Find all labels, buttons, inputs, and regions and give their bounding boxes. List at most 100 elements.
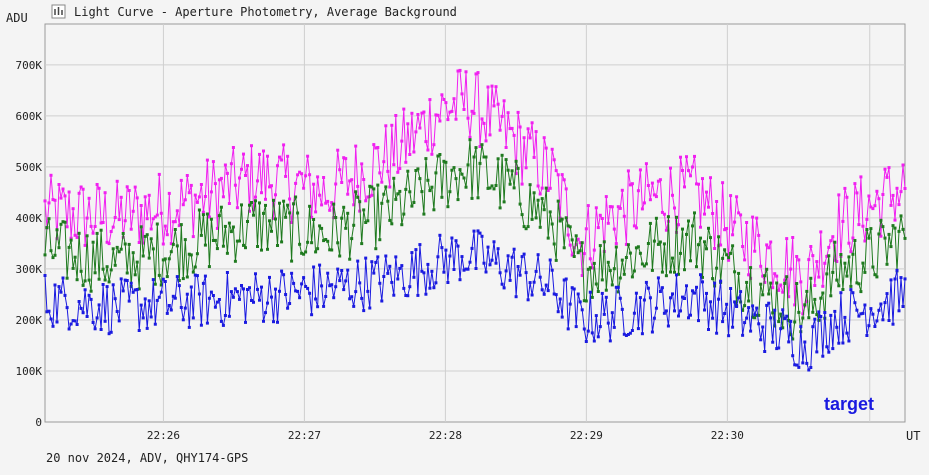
data-point: [141, 241, 145, 245]
data-point: [903, 187, 907, 190]
data-point: [634, 226, 638, 230]
data-point: [125, 279, 129, 282]
data-point: [418, 243, 422, 247]
data-point: [546, 289, 550, 293]
data-point: [859, 175, 863, 179]
data-point: [693, 211, 696, 215]
data-point: [781, 326, 785, 330]
data-point: [400, 139, 404, 143]
data-point: [558, 219, 562, 223]
data-point: [454, 177, 458, 181]
data-point: [540, 186, 544, 190]
data-point: [877, 197, 881, 201]
data-point: [514, 295, 518, 299]
data-point: [294, 289, 298, 293]
data-point: [324, 238, 328, 241]
data-point: [606, 260, 610, 264]
data-point: [117, 218, 121, 222]
data-point: [460, 255, 464, 259]
data-point: [350, 237, 354, 241]
data-point: [250, 299, 253, 302]
data-point: [496, 102, 500, 106]
data-point: [404, 187, 408, 191]
data-point: [598, 213, 602, 217]
data-point: [227, 202, 231, 205]
data-point: [320, 226, 324, 230]
data-point: [482, 261, 486, 265]
data-point: [99, 228, 103, 232]
data-point: [524, 166, 528, 170]
data-point: [815, 260, 819, 264]
data-point: [697, 182, 700, 186]
series-line: [44, 229, 906, 372]
data-point: [644, 162, 648, 166]
data-point: [235, 239, 239, 243]
data-point: [101, 221, 105, 224]
data-point: [644, 280, 648, 284]
data-point: [815, 350, 819, 354]
data-point: [360, 242, 364, 246]
data-point: [181, 277, 185, 281]
data-point: [238, 297, 241, 301]
data-point: [488, 186, 492, 190]
data-point: [111, 225, 115, 229]
data-point: [43, 199, 47, 203]
data-point: [456, 69, 460, 73]
data-point: [270, 184, 273, 188]
data-point: [498, 128, 502, 132]
data-point: [422, 212, 426, 216]
data-point: [492, 104, 496, 108]
data-point: [853, 182, 857, 186]
data-point: [642, 264, 646, 268]
data-point: [877, 232, 881, 236]
data-point: [452, 97, 456, 101]
data-point: [566, 224, 570, 228]
data-point: [57, 285, 61, 289]
data-point: [181, 318, 185, 322]
data-point: [260, 191, 263, 195]
data-point: [859, 312, 863, 316]
data-point: [400, 223, 404, 227]
data-point: [65, 276, 69, 280]
data-point: [606, 321, 610, 325]
data-point: [352, 304, 356, 308]
data-point: [608, 269, 612, 273]
data-point: [213, 238, 217, 242]
data-point: [805, 361, 809, 365]
data-point: [731, 244, 735, 248]
data-point: [223, 224, 227, 228]
legend-entry-target: target: [824, 394, 874, 414]
data-point: [829, 294, 833, 298]
data-point: [735, 195, 739, 199]
data-point: [628, 251, 632, 255]
data-point: [428, 286, 432, 290]
data-point: [73, 255, 77, 259]
data-point: [691, 289, 694, 293]
data-point: [681, 227, 684, 231]
data-point: [209, 217, 213, 221]
data-point: [227, 221, 231, 225]
data-point: [235, 290, 239, 294]
data-point: [91, 321, 95, 324]
data-point: [765, 303, 769, 307]
data-point: [171, 294, 175, 298]
data-point: [550, 222, 554, 226]
data-point: [203, 243, 207, 247]
data-point: [807, 368, 811, 372]
data-point: [129, 227, 133, 231]
data-point: [454, 117, 458, 121]
data-point: [424, 157, 428, 161]
data-point: [344, 279, 348, 283]
data-point: [452, 268, 456, 271]
data-point: [498, 206, 502, 210]
data-point: [763, 350, 767, 353]
data-point: [572, 255, 576, 258]
data-point: [895, 186, 899, 190]
data-point: [246, 288, 249, 291]
data-point: [628, 183, 632, 187]
data-point: [697, 319, 700, 323]
data-point: [560, 173, 564, 177]
data-point: [302, 186, 306, 190]
data-point: [875, 275, 879, 279]
data-point: [205, 321, 209, 325]
